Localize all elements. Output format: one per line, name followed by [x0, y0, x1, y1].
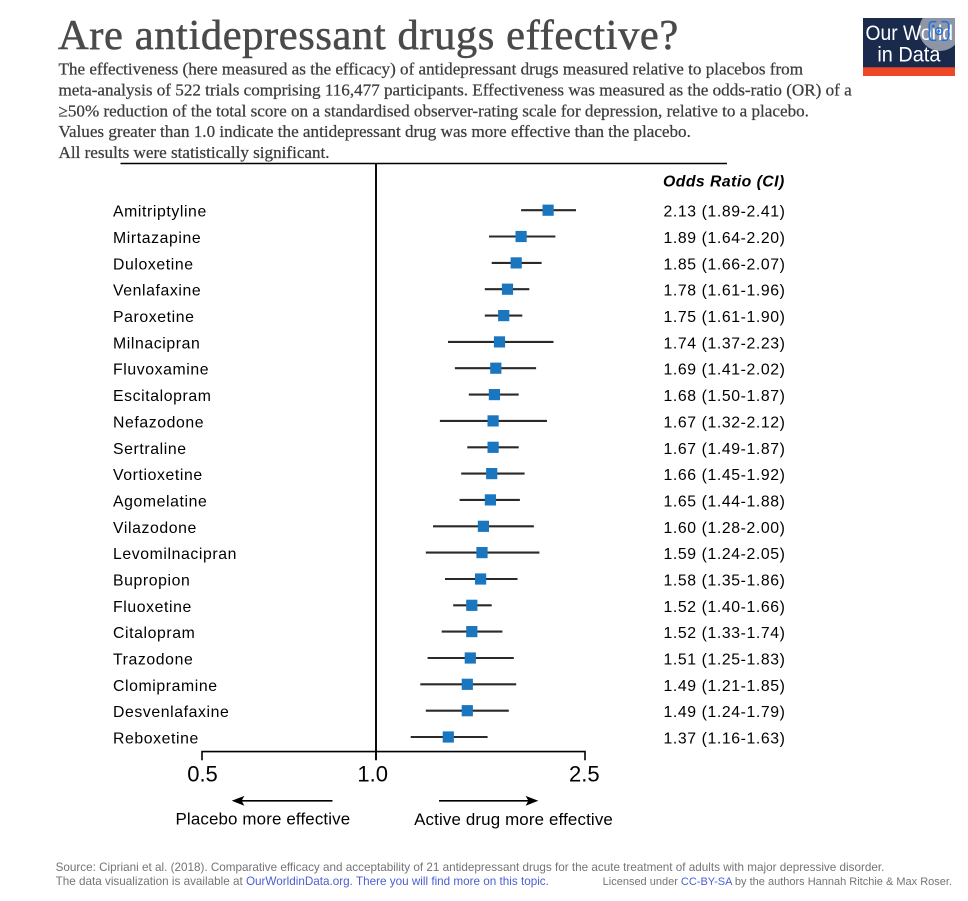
svg-text:1.68 (1.50-1.87): 1.68 (1.50-1.87)	[664, 388, 786, 405]
svg-text:1.52 (1.40-1.66): 1.52 (1.40-1.66)	[664, 599, 786, 616]
svg-text:1.66 (1.45-1.92): 1.66 (1.45-1.92)	[664, 467, 786, 484]
svg-text:Paroxetine: Paroxetine	[113, 309, 195, 326]
svg-text:All results were statistically: All results were statistically significa…	[59, 143, 330, 162]
svg-text:Mirtazapine: Mirtazapine	[113, 230, 201, 247]
svg-text:The data visualization is avai: The data visualization is available at O…	[56, 875, 549, 888]
svg-text:Vortioxetine: Vortioxetine	[113, 467, 203, 484]
svg-text:Source: Cipriani et al. (2018): Source: Cipriani et al. (2018). Comparat…	[56, 861, 885, 874]
svg-text:1.69 (1.41-2.02): 1.69 (1.41-2.02)	[664, 362, 786, 379]
svg-text:1.52 (1.33-1.74): 1.52 (1.33-1.74)	[664, 625, 786, 642]
svg-text:Odds Ratio (CI): Odds Ratio (CI)	[663, 174, 785, 191]
svg-text:Trazodone: Trazodone	[113, 652, 193, 669]
svg-text:1.51 (1.25-1.83): 1.51 (1.25-1.83)	[664, 652, 786, 669]
svg-text:1.37 (1.16-1.63): 1.37 (1.16-1.63)	[664, 731, 786, 748]
svg-text:Citalopram: Citalopram	[113, 625, 195, 642]
svg-text:The effectiveness (here measur: The effectiveness (here measured as the …	[59, 60, 804, 79]
svg-text:1.65 (1.44-1.88): 1.65 (1.44-1.88)	[664, 493, 786, 510]
svg-text:Fluoxetine: Fluoxetine	[113, 599, 192, 616]
svg-text:Desvenlafaxine: Desvenlafaxine	[113, 704, 229, 721]
svg-text:Venlafaxine: Venlafaxine	[113, 283, 201, 300]
svg-text:Sertraline: Sertraline	[113, 441, 187, 458]
svg-text:1.85 (1.66-2.07): 1.85 (1.66-2.07)	[664, 256, 786, 273]
svg-text:1.67 (1.32-2.12): 1.67 (1.32-2.12)	[664, 414, 786, 431]
svg-text:1.49 (1.24-1.79): 1.49 (1.24-1.79)	[664, 704, 786, 721]
svg-text:meta-analysis of 522 trials co: meta-analysis of 522 trials comprising 1…	[59, 81, 853, 100]
svg-text:Agomelatine: Agomelatine	[113, 493, 207, 510]
svg-text:Placebo more effective: Placebo more effective	[176, 810, 351, 829]
svg-text:1.75 (1.61-1.90): 1.75 (1.61-1.90)	[664, 309, 786, 326]
svg-text:1.74 (1.37-2.23): 1.74 (1.37-2.23)	[664, 335, 786, 352]
svg-text:1.0: 1.0	[357, 762, 388, 787]
svg-text:Are antidepressant drugs effec: Are antidepressant drugs effective?	[58, 12, 679, 59]
svg-text:Fluvoxamine: Fluvoxamine	[113, 362, 209, 379]
svg-text:Milnacipran: Milnacipran	[113, 335, 200, 352]
svg-text:1.89 (1.64-2.20): 1.89 (1.64-2.20)	[664, 230, 786, 247]
svg-text:1.60 (1.28-2.00): 1.60 (1.28-2.00)	[664, 520, 786, 537]
svg-text:Clomipramine: Clomipramine	[113, 678, 218, 695]
svg-text:1.58 (1.35-1.86): 1.58 (1.35-1.86)	[664, 573, 786, 590]
svg-text:2.5: 2.5	[569, 762, 600, 787]
svg-text:Vilazodone: Vilazodone	[113, 520, 197, 537]
svg-text:Licensed under CC-BY-SA by the: Licensed under CC-BY-SA by the authors H…	[603, 876, 952, 888]
svg-text:≥50% reduction of the total sc: ≥50% reduction of the total score on a s…	[59, 101, 809, 120]
svg-text:1.49 (1.21-1.85): 1.49 (1.21-1.85)	[664, 678, 786, 695]
svg-text:1.59 (1.24-2.05): 1.59 (1.24-2.05)	[664, 546, 786, 563]
svg-text:Active drug more effective: Active drug more effective	[414, 810, 613, 829]
svg-text:1.78 (1.61-1.96): 1.78 (1.61-1.96)	[664, 283, 786, 300]
svg-text:Reboxetine: Reboxetine	[113, 731, 199, 748]
svg-text:Nefazodone: Nefazodone	[113, 414, 204, 431]
svg-text:Escitalopram: Escitalopram	[113, 388, 212, 405]
svg-text:Levomilnacipran: Levomilnacipran	[113, 546, 237, 563]
svg-text:Amitriptyline: Amitriptyline	[113, 204, 207, 221]
svg-text:Bupropion: Bupropion	[113, 573, 190, 590]
svg-text:Values greater than 1.0 indica: Values greater than 1.0 indicate the ant…	[59, 122, 691, 141]
svg-text:1.67 (1.49-1.87): 1.67 (1.49-1.87)	[664, 441, 786, 458]
svg-text:Duloxetine: Duloxetine	[113, 256, 194, 273]
svg-text:0.5: 0.5	[187, 762, 218, 787]
svg-text:2.13 (1.89-2.41): 2.13 (1.89-2.41)	[664, 204, 786, 221]
